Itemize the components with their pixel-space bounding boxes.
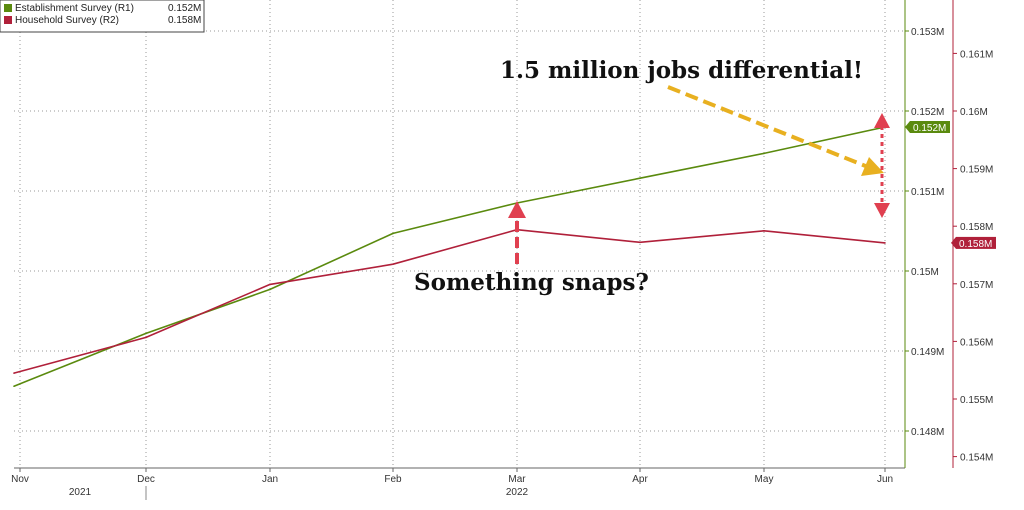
x-tick-label: Jun bbox=[877, 474, 893, 485]
last-value-badge-establishment-pointer bbox=[905, 121, 910, 133]
x-tick-label: Jan bbox=[262, 474, 278, 485]
data-point bbox=[392, 232, 394, 235]
data-point bbox=[145, 336, 147, 339]
x-tick-label: Mar bbox=[508, 474, 526, 485]
last-value-badge-establishment bbox=[910, 121, 950, 133]
gold-arrow-head bbox=[861, 157, 884, 176]
legend-label: Household Survey (R2) bbox=[15, 15, 119, 26]
legend-box bbox=[0, 0, 205, 33]
data-point bbox=[639, 241, 641, 244]
r1-tick-label: 0.149M bbox=[911, 347, 944, 358]
x-tick-label: Nov bbox=[11, 474, 29, 485]
data-point bbox=[392, 263, 394, 266]
annotation-something-snaps: Something snaps? bbox=[414, 269, 649, 296]
r2-tick-label: 0.157M bbox=[960, 280, 993, 291]
r2-tick-label: 0.156M bbox=[960, 337, 993, 348]
r1-tick-label: 0.151M bbox=[911, 187, 944, 198]
data-point bbox=[145, 332, 147, 335]
r2-tick-label: 0.16M bbox=[960, 107, 988, 118]
x-tick-label: May bbox=[755, 474, 774, 485]
year-label-2021: 2021 bbox=[69, 487, 92, 498]
series-line-establishment bbox=[13, 126, 886, 387]
r2-tick-label: 0.159M bbox=[960, 165, 993, 176]
red-gap-arrow-head-bottom bbox=[874, 203, 890, 218]
r1-tick-label: 0.152M bbox=[911, 107, 944, 118]
legend-value: 0.158M bbox=[168, 15, 201, 26]
data-point bbox=[763, 230, 765, 232]
r2-tick-label: 0.161M bbox=[960, 49, 993, 60]
data-point bbox=[13, 385, 15, 388]
r2-tick-label: 0.154M bbox=[960, 453, 993, 464]
annotation-jobs-differential: 1.5 million jobs differential! bbox=[500, 57, 863, 84]
r2-tick-label: 0.158M bbox=[960, 222, 993, 233]
r1-tick-label: 0.153M bbox=[911, 27, 944, 38]
legend-swatch bbox=[4, 4, 12, 12]
series-line-household bbox=[13, 228, 886, 374]
x-tick-label: Dec bbox=[137, 474, 155, 485]
red-gap-arrow-head-top bbox=[874, 113, 890, 128]
legend-label: Establishment Survey (R1) bbox=[15, 3, 134, 14]
data-point bbox=[13, 372, 15, 374]
data-point bbox=[269, 288, 271, 291]
last-value-badge-household-pointer bbox=[951, 236, 956, 249]
r2-tick-label: 0.155M bbox=[960, 395, 993, 406]
last-value-badge-household-text: 0.158M bbox=[959, 239, 992, 250]
gold-arrow-shaft bbox=[667, 85, 869, 169]
data-point bbox=[269, 283, 271, 286]
legend-value: 0.152M bbox=[168, 3, 201, 14]
r1-tick-label: 0.15M bbox=[911, 267, 939, 278]
red-march-arrow-head bbox=[508, 201, 526, 218]
last-value-badge-household bbox=[956, 236, 996, 249]
data-point bbox=[763, 152, 765, 155]
x-tick-label: Feb bbox=[384, 474, 402, 485]
data-point bbox=[884, 242, 886, 244]
legend-swatch bbox=[4, 16, 12, 24]
last-value-badge-establishment-text: 0.152M bbox=[913, 123, 946, 134]
x-tick-label: Apr bbox=[632, 474, 648, 485]
r1-tick-label: 0.148M bbox=[911, 427, 944, 438]
data-point bbox=[639, 177, 641, 179]
year-label-2022: 2022 bbox=[506, 487, 529, 498]
